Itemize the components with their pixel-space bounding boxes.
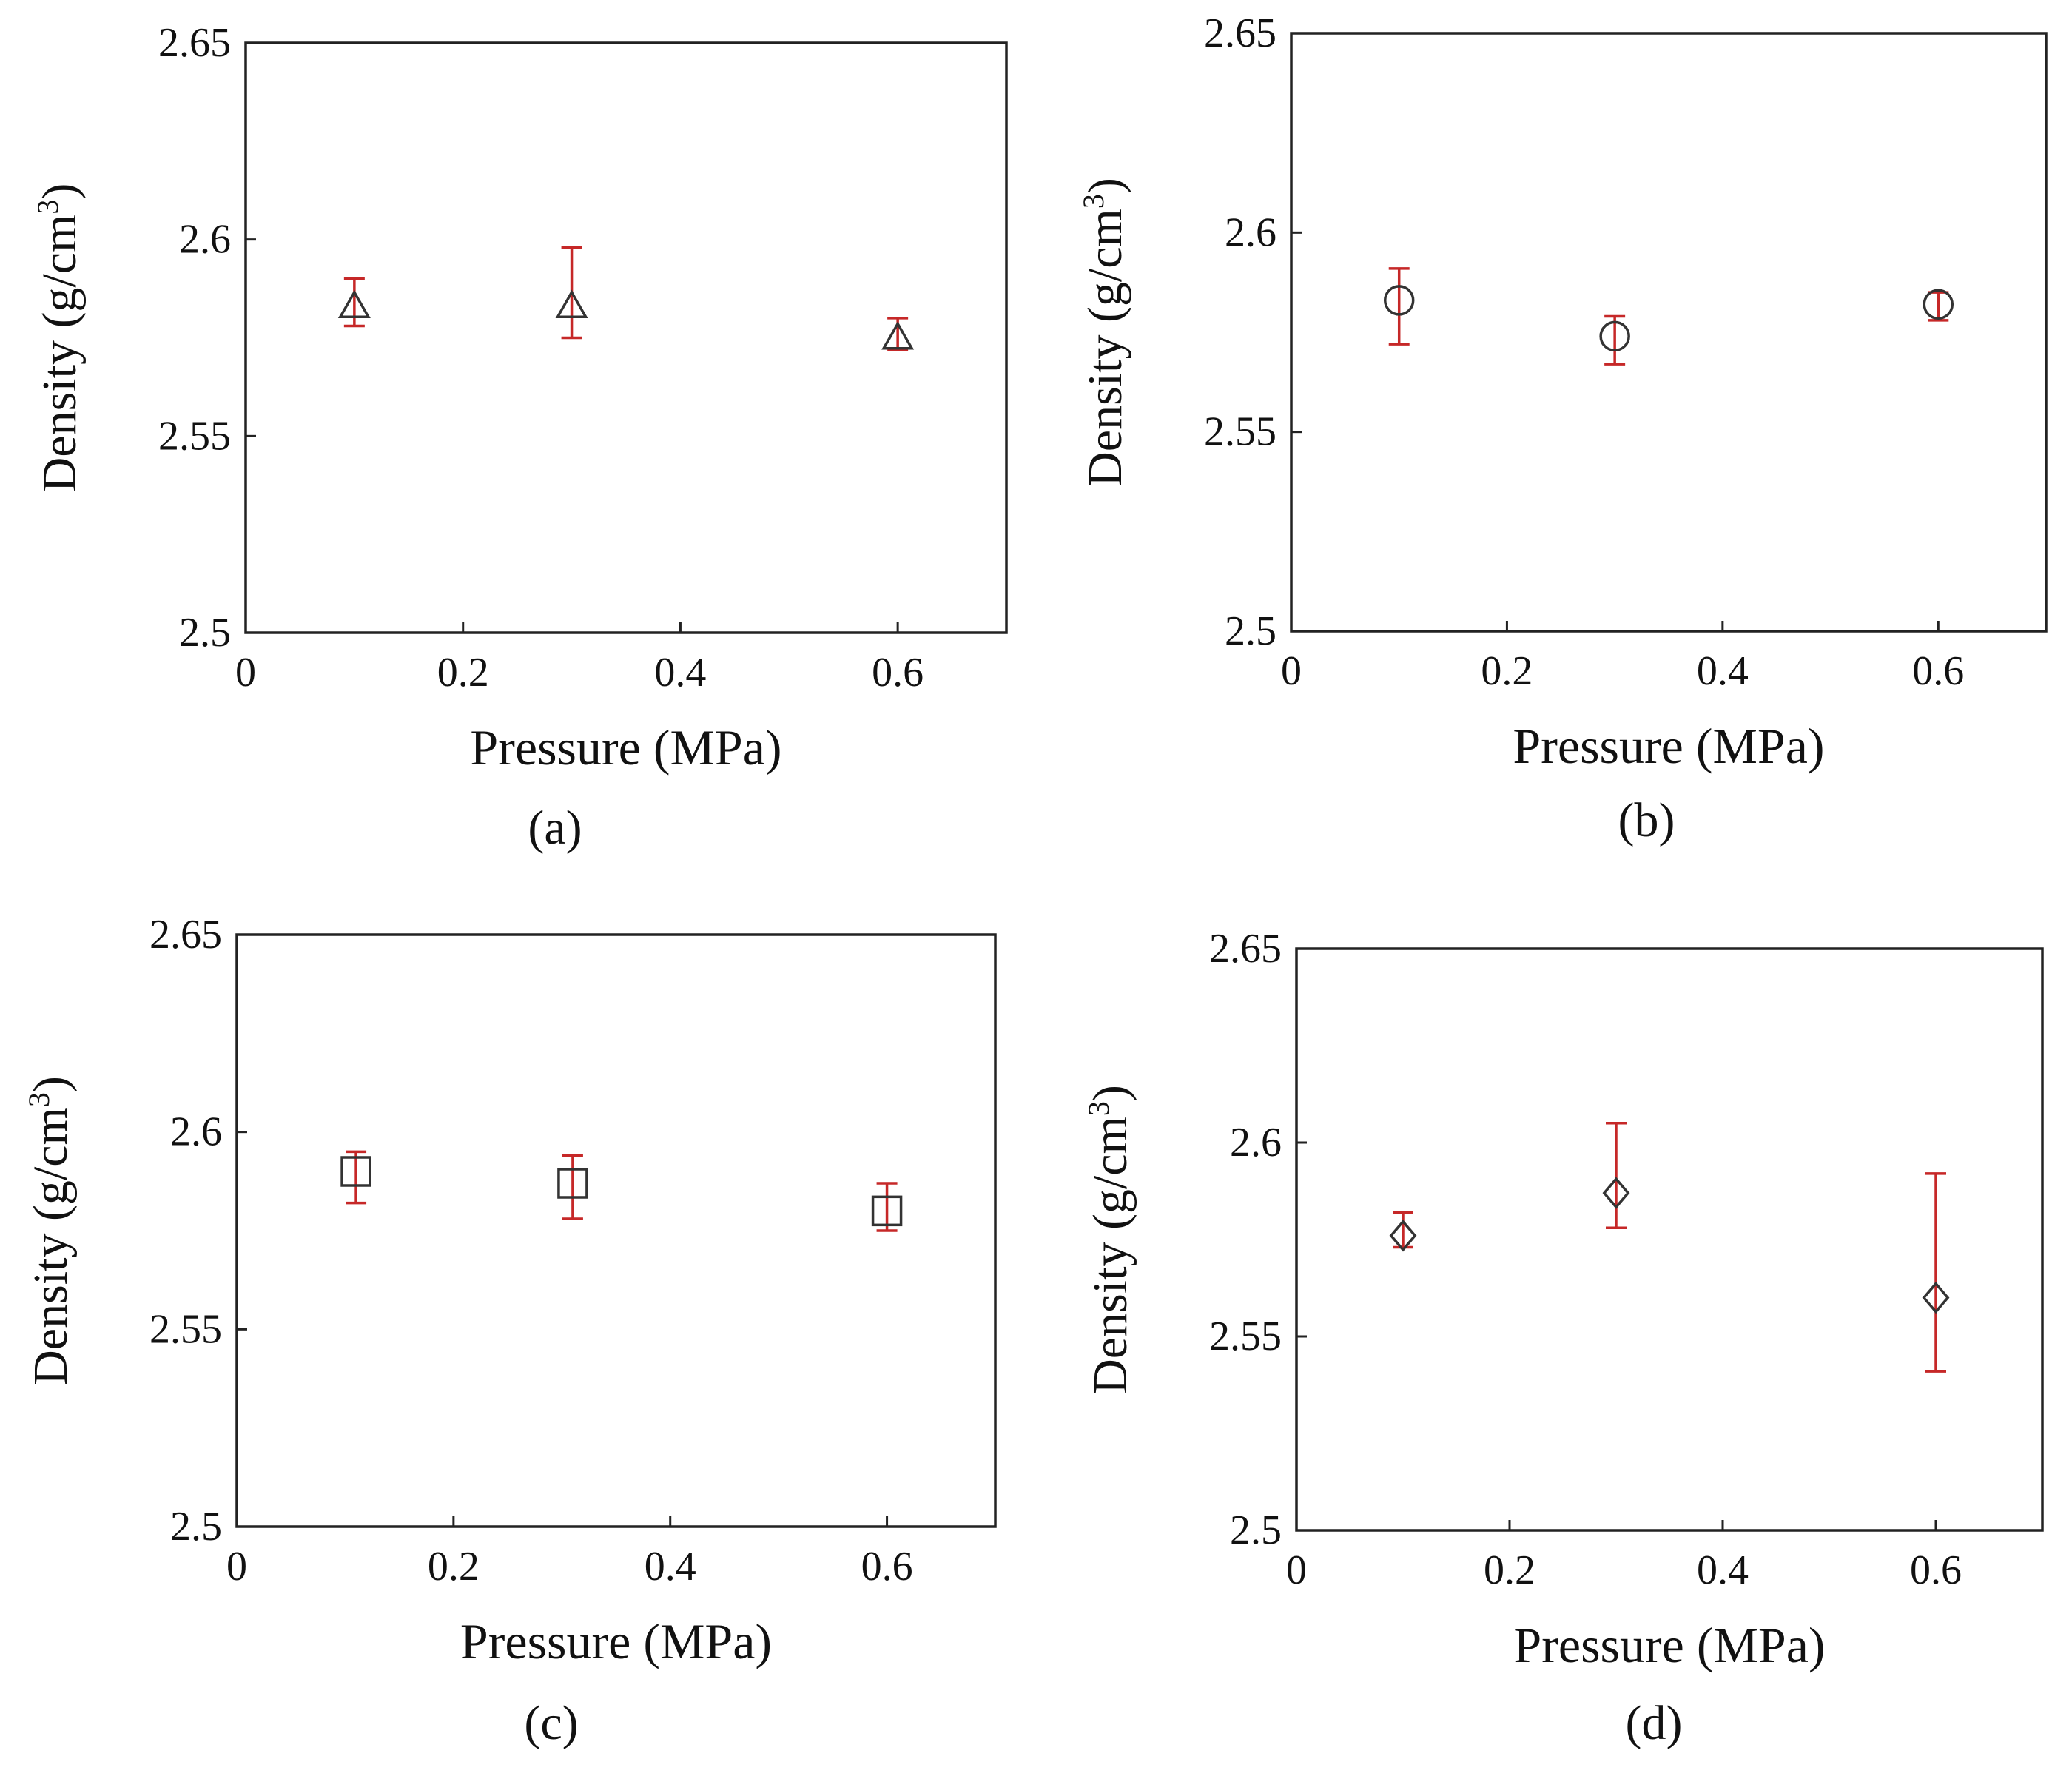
y-tick-label: 2.65 (149, 912, 222, 958)
y-tick-label: 2.55 (1204, 409, 1276, 455)
x-tick-label: 0.6 (861, 1544, 913, 1590)
x-tick-label: 0 (235, 650, 256, 696)
y-tick-label: 2.55 (149, 1306, 222, 1352)
y-axis-label-close: ) (1078, 178, 1132, 194)
y-tick-label: 2.6 (1230, 1120, 1282, 1166)
x-tick-label: 0.2 (1481, 648, 1533, 694)
y-axis-label-close: ) (33, 184, 87, 200)
data-point-square (557, 1168, 588, 1199)
panel-a: 2.5 2.55 2.6 2.65 0 0.2 0.4 0.6 Pressure (MPa) De… (31, 20, 1008, 855)
y-tick-label: 2.5 (1230, 1507, 1282, 1553)
y-axis-label-superscript: 3 (31, 200, 64, 215)
panel-b: 2.5 2.55 2.6 2.65 0 0.2 0.4 0.6 Pressure (MPa) De… (1077, 10, 2048, 847)
data-point-diamond (1602, 1177, 1630, 1209)
x-tick-label: 0.6 (1912, 648, 1964, 694)
y-axis-label-main: Density (g/cm (33, 215, 87, 493)
panel-d: 2.5 2.55 2.6 2.65 0 0.2 0.4 0.6 Pressure (MPa) De… (1082, 926, 2044, 1750)
y-axis-label: Density (g/cm3) (22, 1076, 78, 1385)
data-point-diamond (1922, 1281, 1950, 1314)
y-tick-label: 2.6 (179, 217, 231, 263)
y-axis-label-main: Density (g/cm (24, 1107, 78, 1385)
x-tick-label: 0.4 (645, 1544, 696, 1590)
y-axis-label: Density (g/cm3) (1077, 178, 1132, 487)
x-axis-label: Pressure (MPa) (460, 1613, 772, 1669)
y-tick-label: 2.55 (1209, 1314, 1282, 1359)
y-tick-label: 2.65 (158, 20, 231, 66)
panel-label: (b) (1618, 793, 1675, 847)
x-tick-label: 0.4 (1697, 1547, 1749, 1593)
y-axis-label-superscript: 3 (1082, 1101, 1115, 1116)
x-tick-label: 0.6 (1910, 1547, 1962, 1593)
y-axis-label-superscript: 3 (1077, 194, 1110, 209)
x-tick-label: 0 (1281, 648, 1302, 694)
y-tick-label: 2.5 (179, 610, 231, 656)
x-tick-label: 0.2 (1484, 1547, 1536, 1593)
x-tick-label: 0.6 (872, 650, 924, 696)
data-point-circle (1599, 320, 1630, 352)
x-tick-label: 0 (226, 1544, 247, 1590)
x-axis-label: Pressure (MPa) (1513, 718, 1824, 774)
data-point-diamond (1389, 1220, 1417, 1252)
data-point-triangle (881, 320, 915, 350)
plot-frame (1290, 32, 2048, 633)
x-tick-label: 0.4 (1697, 648, 1749, 694)
x-tick-label: 0.4 (654, 650, 706, 696)
x-axis-label: Pressure (MPa) (1513, 1617, 1825, 1673)
panel-c: 2.5 2.55 2.6 2.65 0 0.2 0.4 0.6 Pressure (MPa) De… (22, 912, 997, 1750)
y-axis-label-main: Density (g/cm (1083, 1116, 1137, 1394)
data-point-circle (1923, 289, 1954, 320)
panel-label: (d) (1626, 1696, 1683, 1750)
x-axis-label: Pressure (MPa) (470, 719, 781, 776)
y-axis-label: Density (g/cm3) (31, 184, 87, 493)
data-point-square (340, 1156, 371, 1187)
plot-frame (244, 41, 1008, 634)
panel-label: (a) (528, 801, 582, 855)
y-axis-label-superscript: 3 (22, 1092, 56, 1107)
y-tick-label: 2.65 (1204, 10, 1276, 56)
y-tick-label: 2.6 (170, 1109, 222, 1155)
y-tick-label: 2.5 (1225, 608, 1276, 654)
data-point-square (871, 1195, 903, 1227)
x-tick-label: 0.2 (437, 650, 489, 696)
y-axis-label: Density (g/cm3) (1082, 1085, 1137, 1394)
y-tick-label: 2.65 (1209, 926, 1282, 972)
plot-frame (235, 933, 997, 1528)
x-tick-label: 0 (1286, 1547, 1307, 1593)
y-axis-label-close: ) (24, 1076, 78, 1092)
y-tick-label: 2.6 (1225, 209, 1276, 255)
y-tick-label: 2.5 (170, 1504, 222, 1550)
data-point-circle (1383, 285, 1415, 316)
x-tick-label: 0.2 (428, 1544, 480, 1590)
y-tick-label: 2.55 (158, 413, 231, 459)
y-axis-label-close: ) (1083, 1085, 1137, 1101)
plot-frame (1295, 947, 2044, 1532)
data-point-triangle (337, 289, 371, 318)
y-axis-label-main: Density (g/cm (1078, 209, 1132, 487)
data-point-triangle (555, 289, 588, 318)
panel-label: (c) (524, 1696, 578, 1750)
